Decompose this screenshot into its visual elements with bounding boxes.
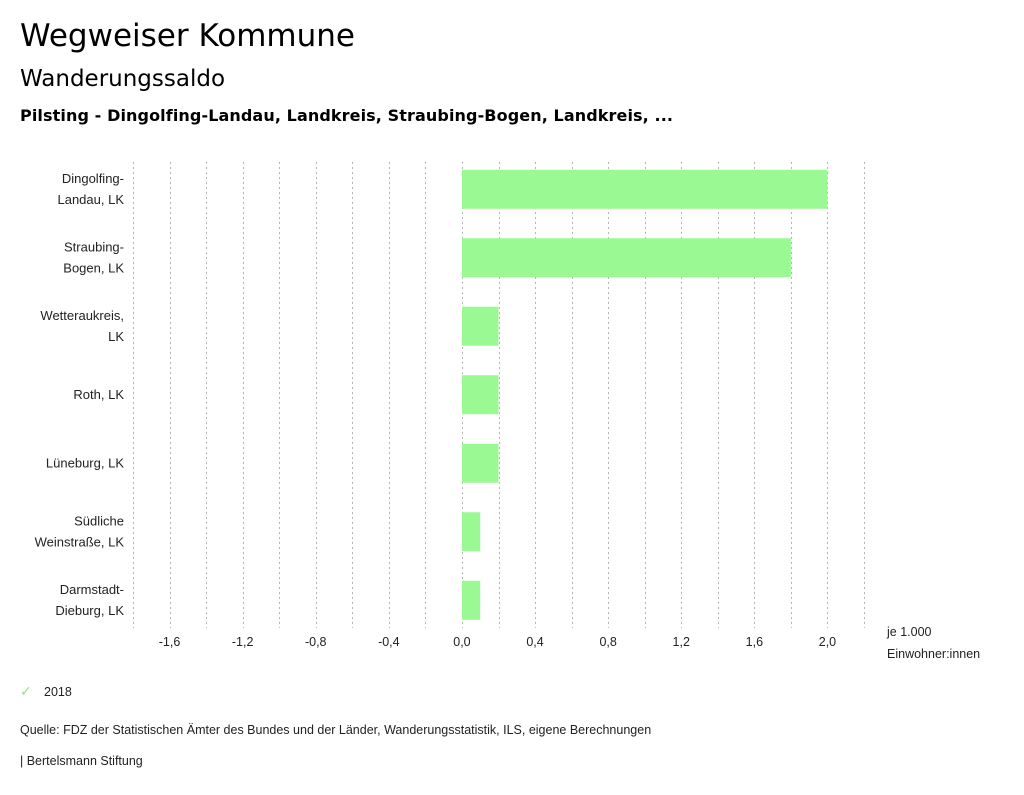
bar	[461, 238, 791, 278]
category-label-line: LK	[108, 329, 124, 344]
x-tick-label: 1,6	[746, 635, 763, 649]
category-label: Straubing- Bogen, LK	[63, 239, 124, 275]
x-tick-label: 0,4	[526, 635, 543, 649]
source-note: Quelle: FDZ der Statistischen Ämter des …	[20, 723, 652, 737]
bar	[461, 443, 499, 483]
x-tick-label: -1,6	[159, 635, 181, 649]
category-label: Lüneburg, LK	[46, 455, 124, 470]
x-tick-label: 0,8	[599, 635, 616, 649]
bar	[461, 375, 499, 415]
region-subtitle: Pilsting - Dingolfing-Landau, Landkreis,…	[20, 106, 674, 125]
x-tick-label: -0,4	[378, 635, 400, 649]
x-tick-label: -0,8	[305, 635, 327, 649]
bar-chart: Dingolfing- Landau, LK Straubing- Bogen, LK…	[35, 162, 865, 649]
legend-label: 2018	[44, 684, 72, 699]
category-label-line: Landau, LK	[57, 192, 124, 207]
category-label-line: Weinstraße, LK	[35, 534, 125, 549]
x-axis-unit-line-1: je 1.000	[887, 625, 932, 639]
category-label-line: Wetteraukreis,	[40, 308, 124, 323]
category-label-line: Bogen, LK	[63, 260, 124, 275]
category-label: Dingolfing- Landau, LK	[57, 171, 124, 207]
bar	[461, 306, 499, 346]
check-icon: ✓	[20, 683, 32, 699]
bar	[461, 169, 828, 209]
x-axis-unit-label: je 1.000 Einwohner:innen	[887, 621, 980, 665]
category-label: Südliche Weinstraße, LK	[35, 513, 125, 549]
credit-note: | Bertelsmann Stiftung	[20, 754, 143, 768]
category-label: Wetteraukreis, LK	[40, 308, 124, 344]
category-label: Roth, LK	[73, 387, 124, 402]
category-label: Darmstadt- Dieburg, LK	[55, 582, 124, 618]
category-label-line: Roth, LK	[73, 387, 124, 402]
x-tick-label: 0,0	[453, 635, 470, 649]
x-tick-label: 1,2	[673, 635, 690, 649]
bar	[461, 512, 481, 552]
chart-title: Wanderungssaldo	[20, 66, 226, 92]
bar	[461, 580, 481, 620]
category-label-line: Lüneburg, LK	[46, 455, 124, 470]
category-label-line: Dieburg, LK	[55, 603, 124, 618]
x-tick-label: -1,2	[232, 635, 254, 649]
x-tick-label: 2,0	[819, 635, 836, 649]
category-label-line: Straubing-	[64, 239, 124, 254]
app-title: Wegweiser Kommune	[20, 18, 355, 54]
category-label-line: Dingolfing-	[62, 171, 124, 186]
legend-item-2018[interactable]: ✓ 2018	[20, 683, 72, 700]
category-label-line: Südliche	[74, 513, 124, 528]
category-label-line: Darmstadt-	[60, 582, 124, 597]
x-axis-unit-line-2: Einwohner:innen	[887, 647, 981, 661]
